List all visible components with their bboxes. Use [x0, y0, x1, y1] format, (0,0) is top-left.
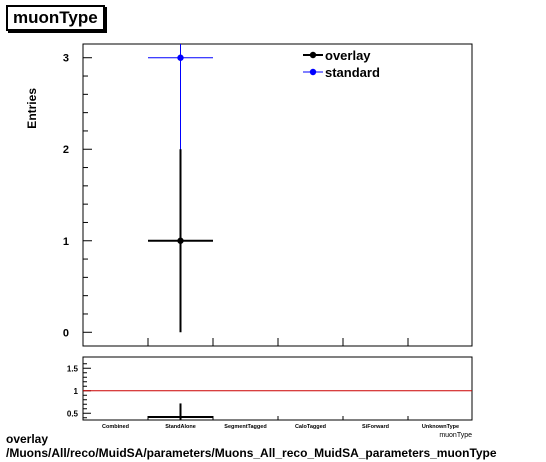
x-axis-label: muonType — [439, 432, 472, 439]
chart-title: muonType — [6, 5, 105, 31]
y-tick-label: 3 — [63, 53, 69, 65]
y-tick-label: 1 — [63, 236, 69, 248]
footer-line-1: overlay — [6, 432, 49, 446]
ratio-y-tick-label: 1 — [74, 387, 79, 396]
data-point — [177, 237, 184, 244]
ratio-plot-frame — [82, 356, 473, 421]
x-category-label: CaloTagged — [295, 424, 326, 430]
x-category-label: Combined — [102, 424, 129, 430]
main-plot-frame — [82, 43, 473, 347]
footer-line-2: /Muons/All/reco/MuidSA/parameters/Muons_… — [6, 446, 497, 460]
legend-marker — [309, 51, 317, 59]
ratio-y-tick-label: 1.5 — [67, 364, 79, 373]
x-category-label: SegmentTagged — [224, 424, 266, 430]
legend-marker — [309, 68, 317, 76]
chart-title-text: muonType — [13, 8, 98, 27]
y-axis-label: Entries — [25, 88, 39, 129]
x-category-label: StandAlone — [165, 424, 196, 430]
y-tick-label: 2 — [63, 144, 69, 156]
x-category-label: SiForward — [362, 424, 389, 430]
ratio-y-tick-label: 0.5 — [67, 409, 79, 418]
y-tick-label: 0 — [63, 327, 69, 339]
legend-label: standard — [325, 65, 380, 80]
x-category-label: UnknownType — [422, 424, 459, 430]
legend-label: overlay — [325, 48, 371, 63]
data-point — [177, 54, 184, 61]
